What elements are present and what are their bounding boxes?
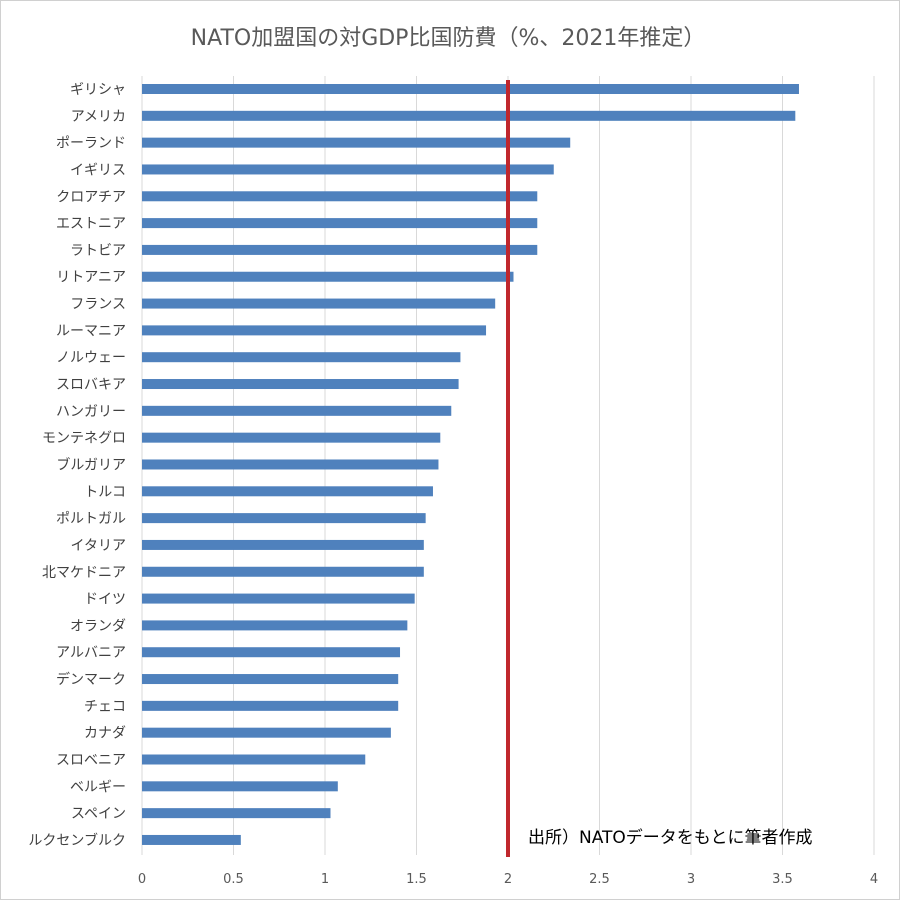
bar bbox=[142, 164, 554, 175]
category-label: ベルギー bbox=[70, 779, 126, 795]
bar bbox=[142, 218, 538, 229]
x-tick-label: 3.5 bbox=[772, 872, 793, 887]
category-label: エストニア bbox=[56, 216, 126, 232]
bar bbox=[142, 244, 538, 255]
bar bbox=[142, 191, 538, 202]
category-labels: ギリシャアメリカポーランドイギリスクロアチアエストニアラトビアリトアニアフランス… bbox=[28, 82, 126, 849]
x-tick-label: 1.5 bbox=[406, 872, 427, 887]
bar bbox=[142, 486, 433, 497]
category-label: ラトビア bbox=[70, 243, 126, 259]
x-tick-label: 1 bbox=[321, 872, 329, 887]
bar bbox=[142, 137, 571, 148]
category-label: アメリカ bbox=[71, 109, 126, 125]
chart-title: NATO加盟国の対GDP比国防費（%、2021年推定） bbox=[191, 26, 706, 51]
x-tick-label: 0.5 bbox=[223, 872, 244, 887]
category-label: チェコ bbox=[84, 699, 126, 715]
bar bbox=[142, 781, 338, 792]
category-label: クロアチア bbox=[56, 189, 126, 205]
category-label: ルクセンブルク bbox=[28, 832, 126, 849]
category-label: ハンガリー bbox=[56, 404, 126, 420]
bar bbox=[142, 834, 241, 845]
category-label: ギリシャ bbox=[70, 82, 126, 98]
bar bbox=[142, 620, 408, 631]
category-label: モンテネグロ bbox=[42, 431, 126, 447]
bar bbox=[142, 405, 452, 416]
x-tick-label: 3 bbox=[687, 872, 695, 887]
bar bbox=[142, 727, 391, 738]
bar bbox=[142, 84, 799, 94]
bar bbox=[142, 647, 401, 658]
category-label: トルコ bbox=[84, 484, 126, 500]
bar bbox=[142, 459, 439, 470]
bar bbox=[142, 593, 415, 604]
category-label: ルーマニア bbox=[56, 323, 126, 339]
x-axis-ticks: 0 0.5 1 1.5 2 2.5 3 3.5 4 bbox=[138, 872, 878, 887]
category-label: 北マケドニア bbox=[42, 565, 126, 581]
category-label: イギリス bbox=[70, 162, 126, 178]
category-label: スロベニア bbox=[56, 753, 126, 769]
category-label: スペイン bbox=[71, 806, 126, 822]
bar bbox=[142, 539, 424, 550]
bar bbox=[142, 110, 796, 121]
bar bbox=[142, 379, 459, 390]
category-label: オランダ bbox=[70, 618, 126, 634]
category-label: ポルトガル bbox=[56, 511, 126, 527]
x-tick-label: 2 bbox=[504, 872, 512, 887]
source-note: 出所）NATOデータをもとに筆者作成 bbox=[528, 827, 812, 848]
category-label: ノルウェー bbox=[56, 350, 126, 366]
bars bbox=[142, 84, 799, 845]
category-label: ドイツ bbox=[84, 592, 126, 608]
bar bbox=[142, 808, 331, 819]
bar bbox=[142, 566, 424, 577]
category-label: ブルガリア bbox=[56, 456, 126, 473]
bar bbox=[142, 754, 366, 765]
bar bbox=[142, 298, 496, 309]
x-tick-label: 2.5 bbox=[589, 872, 610, 887]
category-label: ポーランド bbox=[56, 136, 126, 152]
bar bbox=[142, 271, 514, 282]
category-label: スロバキア bbox=[56, 377, 126, 393]
x-tick-label: 4 bbox=[870, 872, 878, 887]
category-label: イタリア bbox=[71, 538, 126, 554]
x-tick-label: 0 bbox=[138, 872, 146, 887]
category-label: デンマーク bbox=[56, 671, 126, 688]
bar bbox=[142, 325, 487, 336]
category-label: アルバニア bbox=[56, 645, 126, 661]
bar bbox=[142, 513, 426, 524]
bar bbox=[142, 700, 399, 711]
bar bbox=[142, 352, 461, 363]
bar bbox=[142, 432, 441, 443]
gridlines bbox=[141, 76, 875, 855]
category-label: カナダ bbox=[84, 726, 126, 742]
category-label: フランス bbox=[70, 297, 126, 313]
bar bbox=[142, 674, 399, 685]
category-label: リトアニア bbox=[56, 270, 126, 286]
